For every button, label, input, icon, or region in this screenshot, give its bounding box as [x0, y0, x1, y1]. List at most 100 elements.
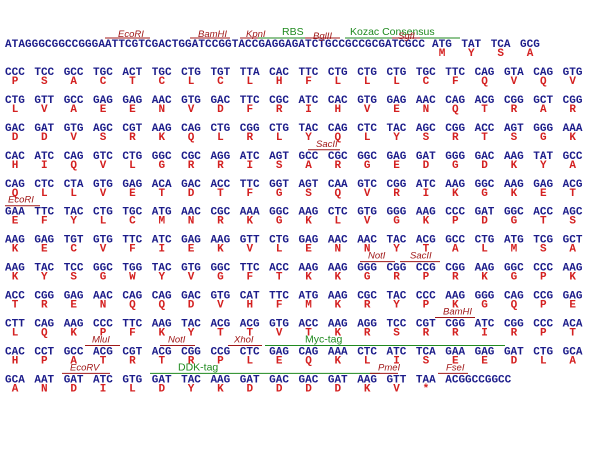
site-label: KpnI — [246, 29, 266, 40]
codon: GAG — [387, 151, 407, 163]
codon: CTG — [122, 151, 142, 163]
site-label: PmeI — [378, 362, 401, 373]
site-label: SacII — [410, 251, 432, 262]
codon: CGG — [504, 319, 524, 331]
codon: AAC — [328, 235, 348, 247]
amino-acid: R — [276, 104, 283, 116]
amino-acid: R — [246, 132, 253, 144]
amino-acid: T — [305, 328, 312, 340]
amino-acid: L — [129, 383, 136, 395]
codon: GCC — [563, 151, 583, 163]
amino-acid: L — [335, 216, 342, 228]
codon: GGG — [533, 123, 553, 135]
amino-acid: Q — [511, 300, 518, 312]
codon: GAG — [181, 235, 201, 247]
amino-acid: D — [335, 383, 342, 395]
amino-acid: H — [246, 300, 253, 312]
codon: GAC — [210, 95, 230, 107]
codon: CCC — [533, 263, 553, 275]
site-label: XhoI — [233, 334, 254, 345]
codon: CTG — [93, 207, 113, 219]
codon: ATC — [416, 179, 436, 191]
codon: ACG — [563, 179, 583, 191]
codon: AAC — [357, 235, 377, 247]
amino-acid: Q — [158, 300, 165, 312]
codon: CCG — [210, 346, 230, 358]
codon: TAC — [64, 207, 84, 219]
codon: CGG — [504, 95, 524, 107]
amino-acid: T — [569, 188, 576, 200]
amino-acid: R — [511, 328, 518, 340]
amino-acid: G — [364, 160, 371, 172]
codon: GTT — [34, 95, 54, 107]
amino-acid: S — [540, 244, 547, 256]
codon: ATG — [504, 235, 524, 247]
amino-acid: K — [335, 300, 342, 312]
codon: TAT — [533, 151, 553, 163]
amino-acid: T — [569, 328, 576, 340]
amino-acid: R — [452, 132, 459, 144]
codon: AAG — [210, 235, 230, 247]
codon: GGG — [387, 207, 407, 219]
amino-acid: Q — [335, 132, 342, 144]
amino-acid: K — [246, 216, 253, 228]
amino-acid: K — [158, 328, 165, 340]
codon: ACG — [152, 346, 172, 358]
amino-acid: K — [511, 188, 518, 200]
amino-acid: D — [70, 383, 77, 395]
amino-acid: I — [41, 160, 48, 172]
codon: AAG — [210, 374, 230, 386]
amino-acid: T — [158, 188, 165, 200]
amino-acid: S — [423, 355, 430, 367]
codon: CGT — [122, 123, 142, 135]
codon: CGG — [387, 179, 407, 191]
amino-acid: I — [246, 160, 253, 172]
amino-acid: D — [41, 132, 48, 144]
amino-acid: R — [217, 216, 224, 228]
amino-acid: K — [335, 272, 342, 284]
codon: GAA — [445, 346, 465, 358]
codon: CTG — [269, 235, 289, 247]
amino-acid: V — [188, 272, 195, 284]
codon: ACC — [269, 263, 289, 275]
amino-acid: L — [12, 328, 19, 340]
amino-acid: Q — [305, 355, 312, 367]
amino-acid: K — [335, 355, 342, 367]
codon: CTT — [5, 319, 25, 331]
codon: AAG — [328, 291, 348, 303]
amino-acid: I — [158, 244, 165, 256]
codon: CAT — [240, 291, 260, 303]
amino-acid: P — [540, 272, 547, 284]
codon: ACG — [240, 319, 260, 331]
amino-acid: G — [276, 188, 283, 200]
amino-acid: D — [158, 383, 165, 395]
codon: TGT — [210, 67, 230, 79]
amino-acid: V — [511, 76, 518, 88]
amino-acid: D — [305, 383, 312, 395]
codon: CCG — [416, 263, 436, 275]
codon: TTC — [299, 67, 319, 79]
amino-acid: E — [12, 216, 19, 228]
amino-acid: R — [393, 188, 400, 200]
amino-acid: I — [393, 355, 400, 367]
codon: CTG — [269, 123, 289, 135]
codon: TTC — [240, 263, 260, 275]
amino-acid: F — [129, 328, 136, 340]
codon: GAC — [5, 123, 25, 135]
amino-acid: R — [129, 355, 136, 367]
amino-acid: K — [364, 383, 371, 395]
codon: CGG — [445, 123, 465, 135]
amino-acid: V — [188, 104, 195, 116]
codon: CGC — [210, 207, 230, 219]
site-label: SgfI — [398, 31, 415, 42]
amino-acid: H — [12, 160, 19, 172]
codon: CCC — [5, 67, 25, 79]
codon: CTG — [210, 123, 230, 135]
site-label: EcoRV — [70, 362, 101, 373]
amino-acid: P — [452, 216, 459, 228]
codon: AAA — [328, 346, 348, 358]
amino-acid: C — [100, 76, 107, 88]
codon: GTG — [357, 95, 377, 107]
codon: CTC — [240, 346, 260, 358]
amino-acid: C — [423, 76, 430, 88]
